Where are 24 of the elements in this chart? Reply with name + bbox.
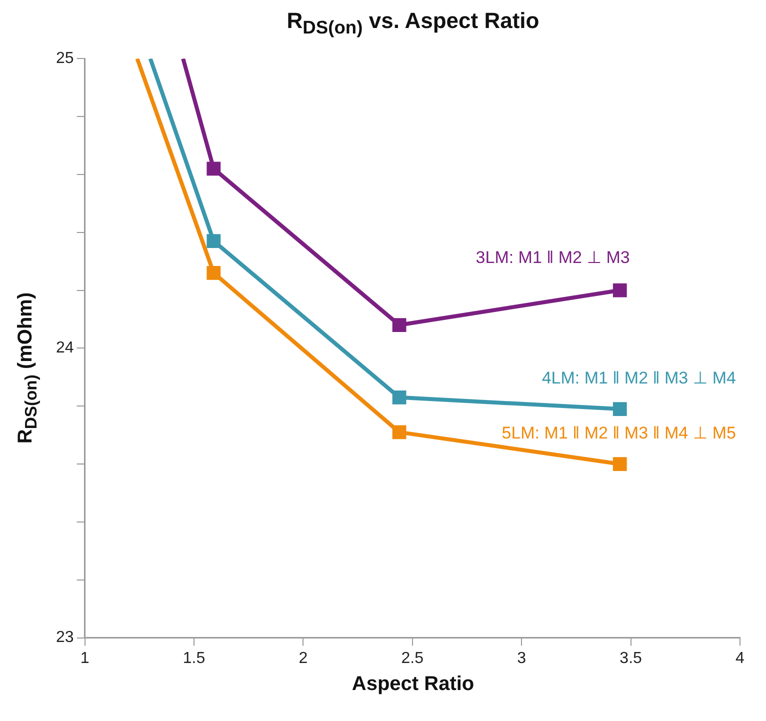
point: [206, 162, 221, 176]
point: [392, 318, 406, 332]
series-label: 3LM: M1 ‖ M2 ⊥ M3: [476, 248, 630, 267]
x-tick-label: 1: [80, 650, 90, 667]
point: [612, 283, 627, 298]
x-tick-label: 3.5: [620, 650, 642, 667]
x-tick-label: 3: [517, 650, 526, 667]
y-tick-label: 25: [56, 50, 74, 68]
point: [612, 457, 627, 471]
series-label: 4LM: M1 ‖ M2 ‖ M3 ⊥ M4: [542, 368, 736, 388]
x-tick-label: 2: [298, 650, 308, 667]
chart-title: R$_{DS(on)}$ vs. Aspect Ratio: [286, 8, 540, 38]
point: [612, 402, 627, 416]
series-label: 5LM: M1 ‖ M2 ‖ M3 ‖ M4 ⊥ M5: [502, 424, 736, 443]
point: [392, 390, 406, 404]
x-tick-label: 1.5: [182, 650, 206, 667]
y-tick-label: 23: [56, 629, 74, 646]
x-tick-label: 4: [736, 650, 745, 667]
point: [206, 266, 221, 280]
x-axis-title: Aspect Ratio: [350, 673, 476, 696]
x-tick-label: 2.5: [401, 650, 424, 667]
point: [392, 425, 406, 440]
y-tick-label: 24: [56, 340, 74, 357]
point: [206, 234, 221, 248]
